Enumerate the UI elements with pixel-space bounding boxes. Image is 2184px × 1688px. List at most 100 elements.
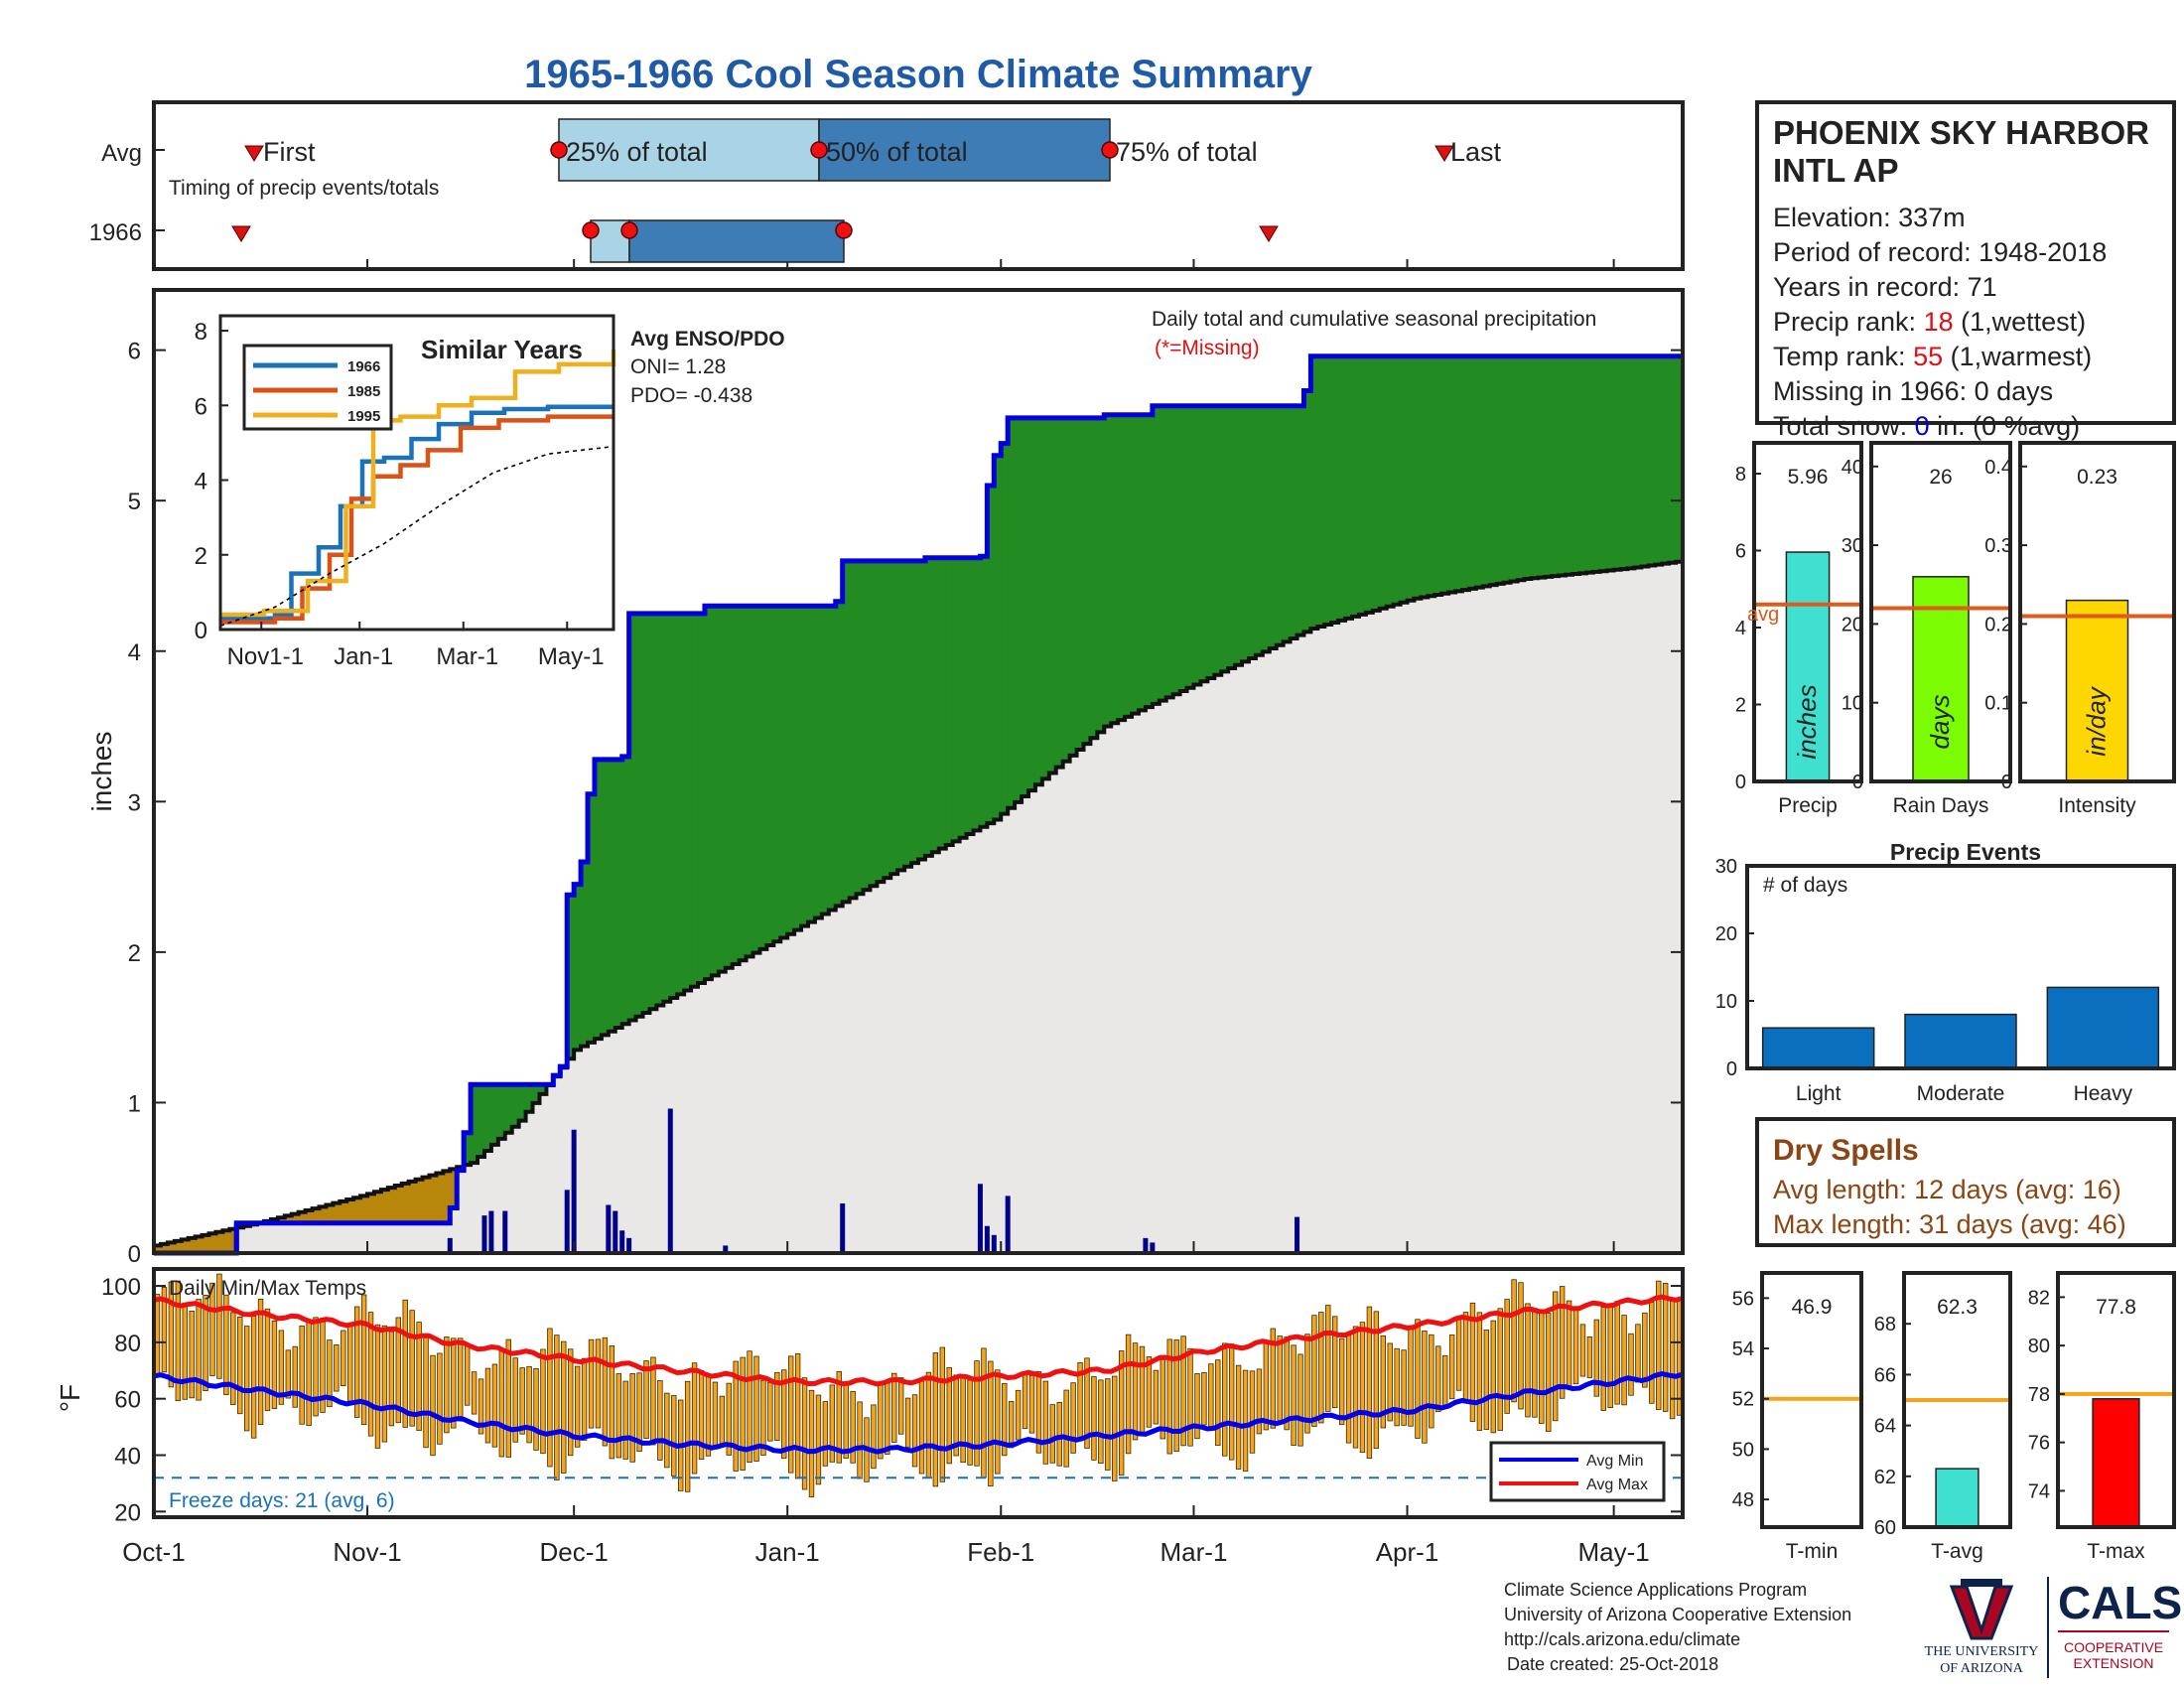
- surplus-segment: [952, 557, 961, 842]
- daily-temp-bar: [1462, 1312, 1469, 1401]
- daily-temp-bar: [1656, 1280, 1662, 1410]
- daily-temp-bar: [1614, 1301, 1620, 1405]
- station-elevation: Elevation: 337m: [1773, 203, 1966, 232]
- daily-temp-bar: [1173, 1338, 1179, 1453]
- deficit-segment: [208, 1233, 217, 1253]
- daily-temp-bar: [1166, 1338, 1172, 1455]
- similar-years-inset: 0 2 4 6 8 Nov1-1 Jan-1 Mar-1 May-1 Similar Years…: [195, 314, 616, 670]
- intensity-frame: [2018, 441, 2176, 783]
- daily-temp-bar: [1469, 1302, 1476, 1422]
- legend-avg-max-label: Avg Max: [1586, 1477, 1648, 1493]
- inset-plot-area: [219, 349, 616, 627]
- daily-precip-bar: [571, 1129, 577, 1253]
- temp-ytick-label: 80: [114, 1331, 141, 1357]
- surplus-segment: [987, 486, 995, 824]
- surplus-segment: [1468, 355, 1477, 589]
- inset-xtick-label: May-1: [538, 643, 605, 670]
- daily-temp-bar: [1201, 1371, 1207, 1426]
- surplus-segment: [1090, 417, 1098, 739]
- surplus-segment: [581, 861, 589, 1047]
- daily-temp-bar: [182, 1302, 188, 1400]
- inset-frame: [218, 314, 615, 632]
- t-min-panel: 48 50 52 54 56 46.9 T-min: [1732, 1271, 1863, 1563]
- surplus-segment: [1655, 355, 1663, 565]
- daily-temp-bar: [1235, 1364, 1242, 1470]
- daily-temp-bar: [484, 1367, 491, 1444]
- daily-temp-bar: [643, 1360, 649, 1440]
- deficit-segment: [394, 1185, 403, 1223]
- daily-precip-bar: [984, 1225, 990, 1253]
- surplus-segment: [849, 560, 858, 899]
- daily-temp-bar: [1483, 1330, 1490, 1430]
- deficit-segment: [326, 1204, 334, 1223]
- daily-temp-bar: [388, 1331, 395, 1427]
- surplus-segment: [1345, 355, 1353, 619]
- surplus-segment: [739, 606, 748, 961]
- surplus-segment: [801, 606, 809, 926]
- t-max-ytick-label: 78: [2028, 1384, 2050, 1406]
- daily-temp-bar: [885, 1380, 890, 1455]
- surplus-segment: [1434, 355, 1442, 596]
- inset-legend-label-1985: 1985: [347, 383, 380, 400]
- surplus-segment: [1372, 355, 1381, 611]
- daily-temp-bar: [918, 1379, 925, 1475]
- daily-temp-bar: [1015, 1389, 1022, 1441]
- season-xtick-label: Oct-1: [122, 1537, 186, 1567]
- surplus-segment: [828, 606, 837, 911]
- daily-temp-bar: [1366, 1306, 1373, 1459]
- daily-temp-bar: [353, 1306, 360, 1418]
- surplus-segment: [931, 557, 940, 853]
- p50-label: 50% of total: [826, 137, 968, 167]
- deficit-segment: [181, 1239, 190, 1253]
- surplus-segment: [1531, 355, 1539, 579]
- daily-temp-bar: [1228, 1343, 1235, 1461]
- daily-temp-bar: [1628, 1333, 1634, 1396]
- events-frame: [1745, 864, 2176, 1070]
- year-75-marker: [835, 221, 853, 239]
- daily-temp-bar: [650, 1356, 656, 1446]
- precip-ytick-label: 6: [1735, 541, 1746, 563]
- surplus-segment: [525, 1084, 534, 1112]
- deficit-segment: [360, 1196, 368, 1223]
- daily-temp-bar: [285, 1349, 292, 1399]
- t-avg-ytick-label: 68: [1874, 1314, 1896, 1336]
- surplus-segment: [1186, 405, 1195, 688]
- surplus-segment: [1538, 355, 1546, 578]
- surplus-segment: [1620, 355, 1629, 570]
- surplus-segment: [1475, 355, 1484, 588]
- rain-days-panel: 0 10 20 30 40 26 Rain Days days: [1842, 441, 2012, 817]
- p25-label: 25% of total: [566, 137, 708, 167]
- intensity-ytick-label: 0.3: [1984, 535, 2012, 557]
- surplus-segment: [1352, 355, 1360, 617]
- surplus-segment: [1255, 405, 1264, 655]
- surplus-segment: [1165, 405, 1174, 698]
- deficit-segment: [160, 1243, 169, 1253]
- daily-temp-bar: [1600, 1307, 1606, 1411]
- surplus-segment: [1338, 355, 1346, 621]
- daily-temp-bar: [1242, 1369, 1249, 1472]
- daily-temp-bar: [409, 1310, 415, 1427]
- daily-temp-bar: [547, 1328, 553, 1468]
- daily-temp-bar: [871, 1404, 877, 1470]
- daily-temp-bar: [464, 1344, 471, 1406]
- deficit-segment: [346, 1199, 354, 1223]
- surplus-segment: [1193, 405, 1202, 685]
- daily-temp-bar: [829, 1384, 836, 1463]
- daily-precip-bar: [840, 1202, 846, 1253]
- surplus-segment: [1641, 355, 1649, 567]
- p75-label: 75% of total: [1116, 137, 1258, 167]
- daily-temp-bar: [691, 1362, 698, 1475]
- inset-xtick-label: Mar-1: [436, 643, 498, 670]
- precip-unit-label: inches: [1792, 684, 1822, 759]
- daily-temp-bar: [857, 1401, 863, 1479]
- daily-temp-bar: [1284, 1336, 1290, 1431]
- daily-temp-bar: [974, 1360, 980, 1467]
- surplus-segment: [1496, 355, 1505, 584]
- daily-temp-bar: [1311, 1315, 1317, 1427]
- year-25-marker: [582, 221, 600, 239]
- daily-temp-bar: [168, 1281, 175, 1388]
- daily-temp-bar: [203, 1295, 208, 1391]
- deficit-segment: [380, 1190, 389, 1223]
- surplus-segment: [1517, 355, 1526, 581]
